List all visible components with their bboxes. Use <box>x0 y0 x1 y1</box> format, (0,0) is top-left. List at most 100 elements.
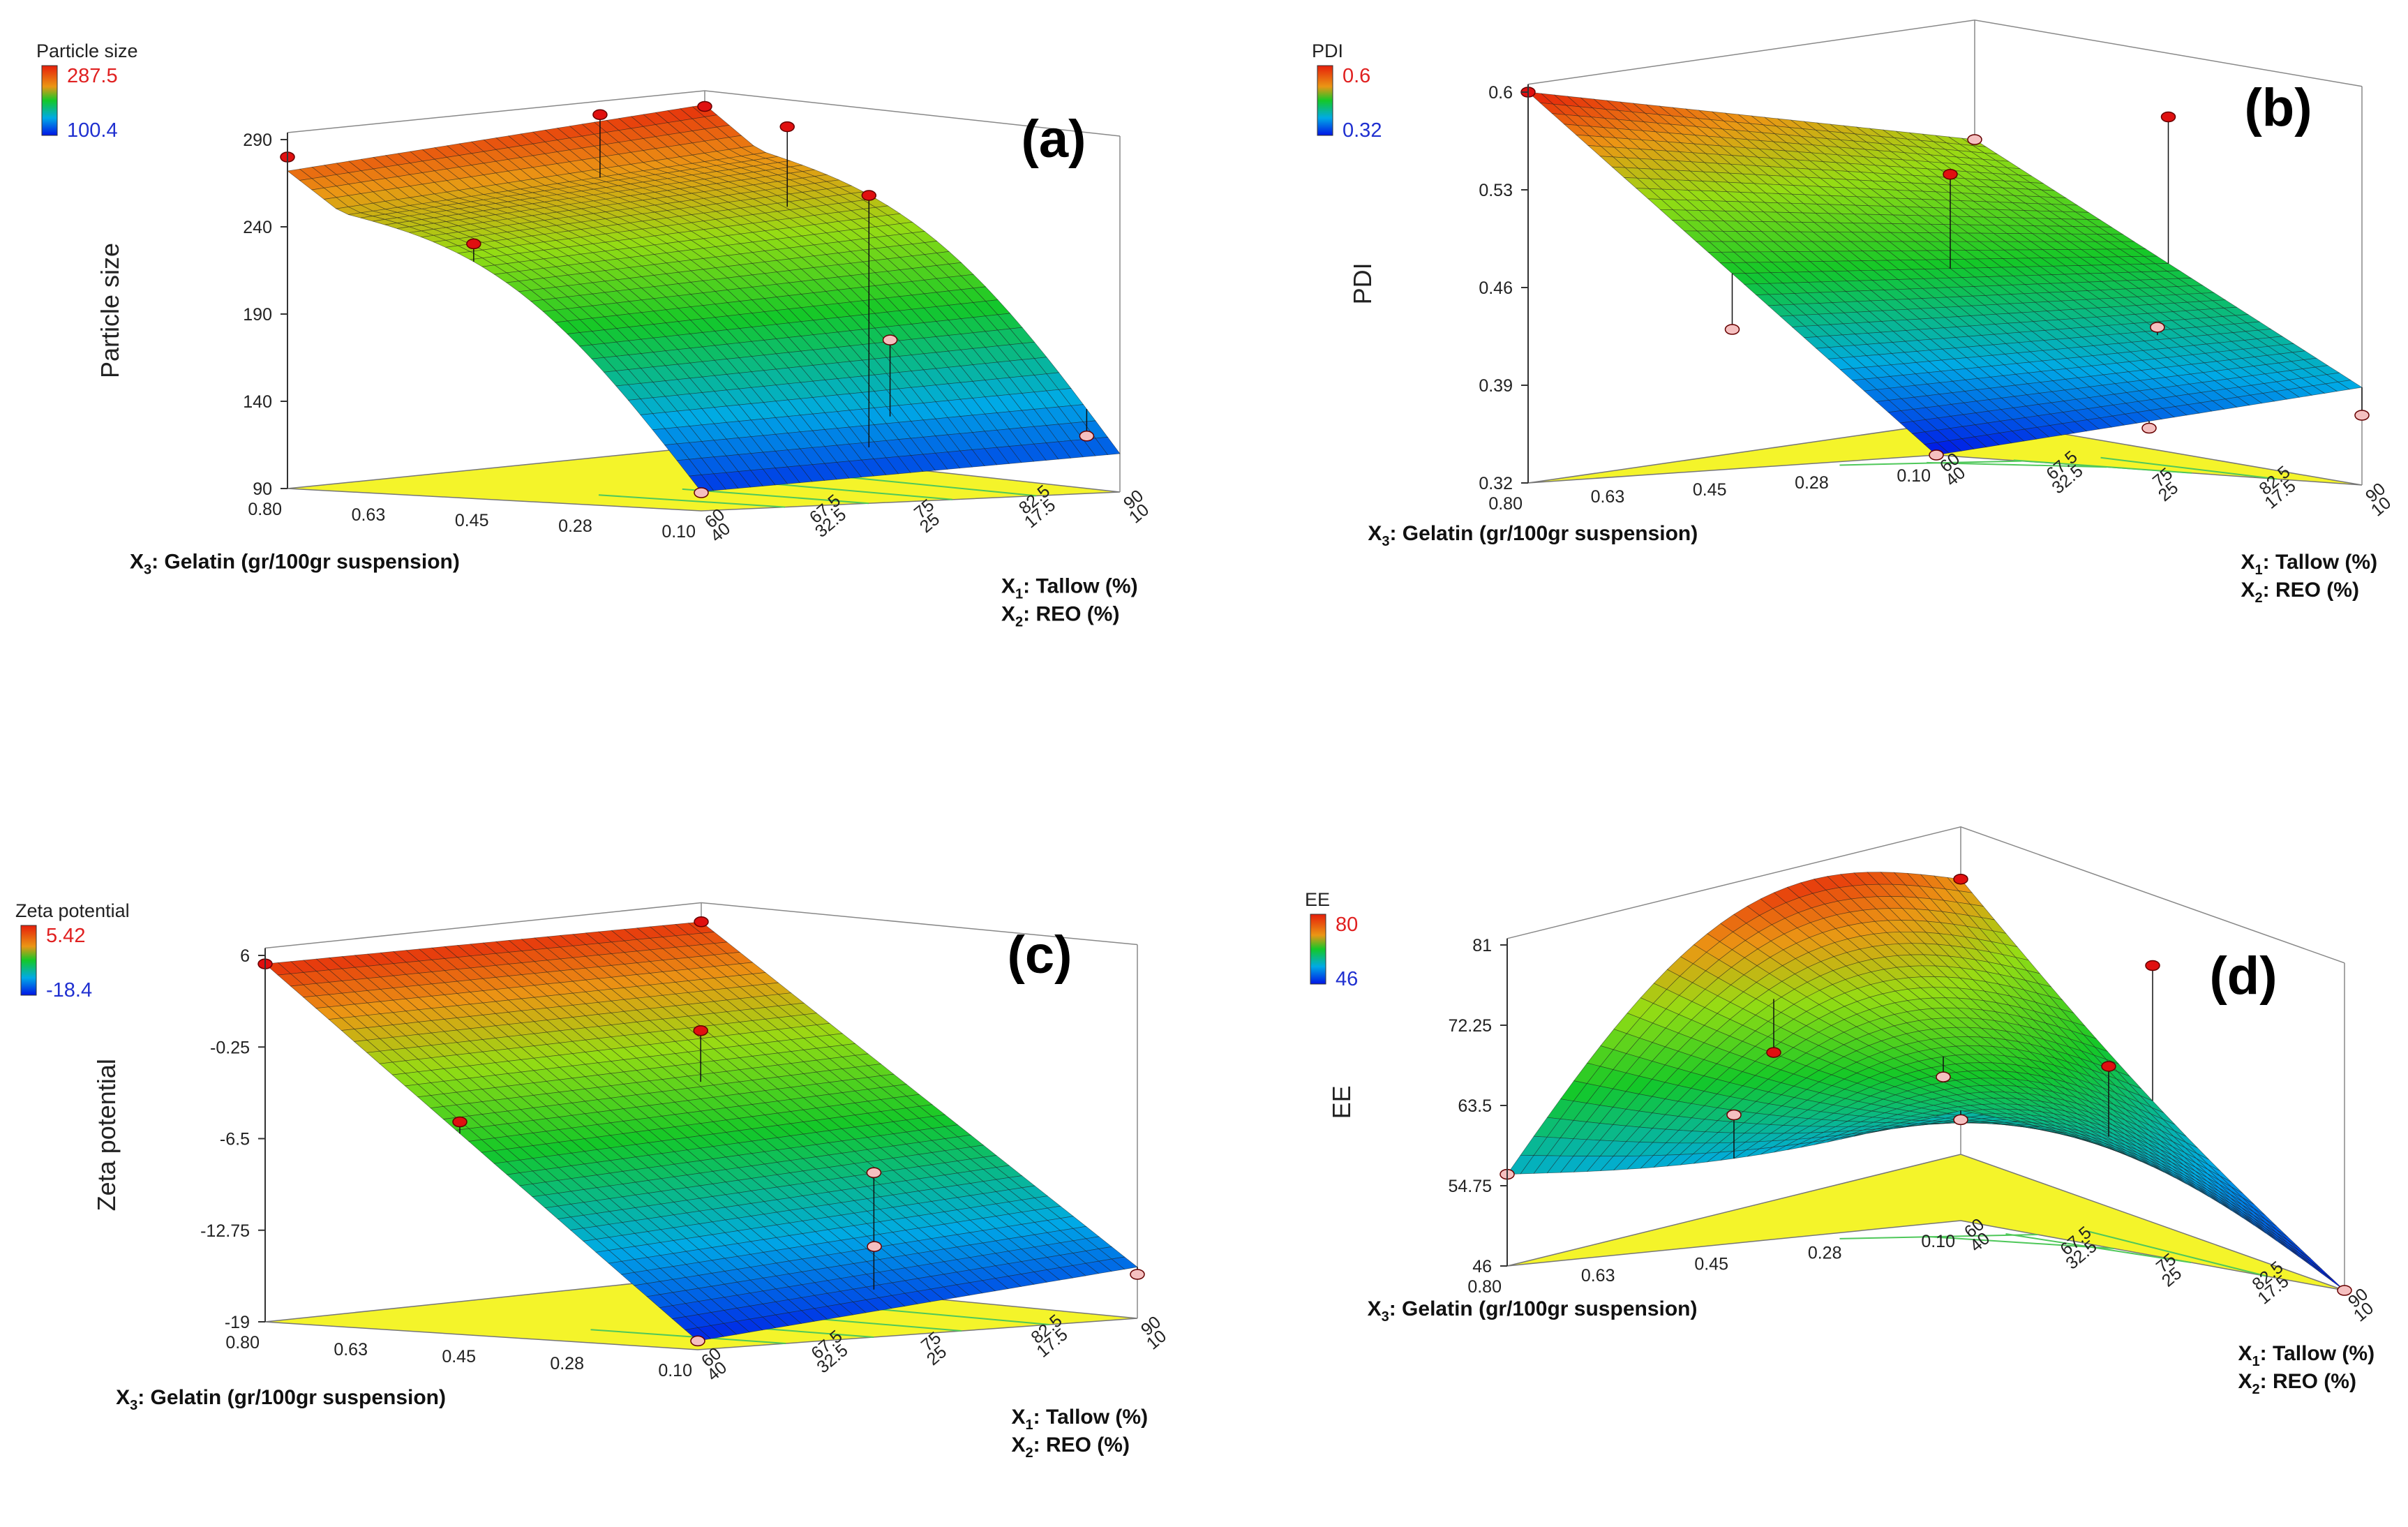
z-axis-label: Zeta potential <box>92 1059 121 1211</box>
panel-c: -19 -12.75 -6.5 -0.25 6 Zeta potential 0.10 0.2… <box>0 764 1204 1527</box>
design-point <box>693 1025 708 1036</box>
x3-tick-label: 0.63 <box>334 1340 368 1360</box>
z-tick-label: 0.46 <box>1479 278 1513 298</box>
x3-tick-label: 0.45 <box>455 511 489 530</box>
x3-tick-label: 0.28 <box>1808 1243 1842 1262</box>
x3-tick-label: 0.63 <box>352 505 386 525</box>
x3-tick-label: 0.80 <box>1467 1277 1502 1297</box>
design-point <box>1726 1109 1742 1121</box>
z-tick-label: 0.53 <box>1479 181 1513 200</box>
design-point <box>867 1241 882 1252</box>
design-point <box>1766 1047 1781 1058</box>
box-top <box>1527 20 2363 87</box>
panel-letter-b: (b) <box>2244 78 2312 137</box>
legend-min-value: 100.4 <box>67 119 118 142</box>
legend-colorbar <box>1310 914 1326 985</box>
x3-tick-label: 0.45 <box>1693 480 1727 500</box>
x2-axis-label: X2: REO (%) <box>1012 1433 1130 1461</box>
plot-d: 4654.7563.572.2581EE0.100.280.450.630.80… <box>1305 826 2377 1397</box>
design-point <box>592 109 608 121</box>
floor-contour <box>590 1329 786 1344</box>
x3-tick-label: 0.28 <box>558 516 592 536</box>
z-axis-label: Particle size <box>96 243 124 378</box>
z-tick-label: 0.32 <box>1479 474 1513 493</box>
x3-tick-label: 0.63 <box>1591 487 1625 507</box>
design-point <box>882 334 898 345</box>
floor-contour <box>2005 1233 2192 1263</box>
surface-c <box>264 921 1138 1341</box>
z-tick-label: 290 <box>243 131 272 150</box>
legend-min-value: 46 <box>1336 968 1358 990</box>
x1-axis-label: X1: Tallow (%) <box>2241 551 2378 578</box>
design-point <box>1936 1071 1951 1082</box>
x3-tick-label: 0.10 <box>1897 466 1931 486</box>
legend-colorbar <box>1317 65 1333 136</box>
x3-tick-label: 0.45 <box>1694 1255 1728 1274</box>
design-point <box>694 916 709 928</box>
design-point <box>2145 960 2160 971</box>
design-point <box>690 1335 705 1347</box>
x3-tick-label: 0.80 <box>1488 494 1523 514</box>
legend-title: Particle size <box>36 40 138 61</box>
panel-a: 90 140 190 240 290 Particle size 0.10 0.28 0.45 0… <box>0 0 1204 764</box>
x3-tick-label: 0.10 <box>1921 1232 1955 1251</box>
design-point <box>1943 169 1958 180</box>
z-tick-label: 63.5 <box>1458 1096 1492 1116</box>
surface-cell <box>2298 1250 2322 1269</box>
legend-max-value: 287.5 <box>67 65 118 87</box>
floor-contour <box>765 482 953 500</box>
design-point <box>1079 431 1095 442</box>
floor-contour <box>2088 1230 2268 1277</box>
box-top <box>287 90 1121 137</box>
box-top <box>1506 826 2345 964</box>
legend-min-value: -18.4 <box>46 979 92 1001</box>
x3-axis-label: X3: Gelatin (gr/100gr suspension) <box>1368 522 1698 549</box>
surface-d <box>1506 872 2345 1291</box>
floor-contour <box>2013 459 2192 474</box>
legend-title: EE <box>1305 889 1330 910</box>
x3-tick-label: 0.10 <box>661 522 696 542</box>
floor-contour <box>2100 456 2278 480</box>
legend-title: PDI <box>1312 40 1343 61</box>
surface-cell <box>1924 442 1950 456</box>
x3-tick-label: 0.28 <box>1795 473 1829 493</box>
panel-letter-c: (c) <box>1008 925 1072 985</box>
floor-contour <box>1922 1235 2115 1249</box>
box-top <box>264 902 1138 949</box>
design-point <box>2337 1285 2352 1296</box>
design-point <box>861 190 877 201</box>
design-point <box>866 1167 882 1179</box>
x1-axis-label: X1: Tallow (%) <box>1001 574 1138 602</box>
z-tick-label: 0.6 <box>1488 83 1513 103</box>
x2-axis-label: X2: REO (%) <box>2241 579 2359 606</box>
z-tick-label: 72.25 <box>1448 1016 1492 1036</box>
plot-b: 0.320.390.460.530.6PDI0.100.280.450.630.… <box>1312 20 2395 606</box>
design-point <box>452 1116 468 1128</box>
design-point <box>779 121 795 133</box>
floor-contour <box>682 488 869 505</box>
x3-axis-label: X3: Gelatin (gr/100gr suspension) <box>116 1386 446 1413</box>
design-point <box>1724 324 1740 335</box>
floor-contour <box>849 477 1037 497</box>
x1-axis-label: X1: Tallow (%) <box>2238 1342 2375 1369</box>
x3-axis-label: X3: Gelatin (gr/100gr suspension) <box>1368 1297 1698 1325</box>
z-axis-label: PDI <box>1348 262 1377 304</box>
legend-colorbar <box>41 65 58 136</box>
z-tick-label: 140 <box>243 392 272 412</box>
design-point <box>2150 322 2165 333</box>
z-tick-label: 90 <box>253 479 272 499</box>
z-tick-label: 81 <box>1472 936 1492 955</box>
design-point <box>466 238 481 250</box>
design-point <box>697 100 712 112</box>
panel-letter-a: (a) <box>1022 110 1086 169</box>
z-tick-label: 190 <box>243 305 272 325</box>
panel-letter-d: (d) <box>2209 946 2277 1006</box>
surface-cell <box>688 475 715 492</box>
design-point <box>1953 873 1968 885</box>
z-tick-label: 0.39 <box>1479 376 1513 396</box>
design-point <box>2141 422 2157 434</box>
x3-tick-label: 0.63 <box>1581 1266 1615 1286</box>
legend-max-value: 0.6 <box>1343 65 1370 87</box>
